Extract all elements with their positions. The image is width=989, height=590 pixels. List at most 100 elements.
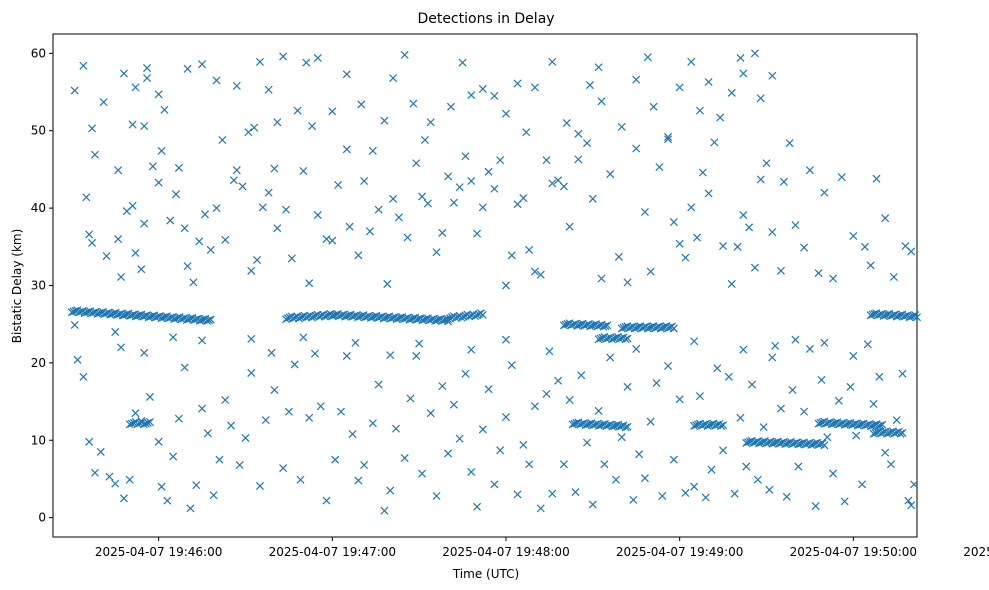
data-point bbox=[374, 380, 383, 389]
data-point bbox=[719, 421, 728, 430]
data-point bbox=[232, 81, 241, 90]
data-point bbox=[467, 91, 476, 100]
y-tick-label: 20 bbox=[31, 356, 46, 370]
data-point bbox=[111, 479, 120, 488]
data-point bbox=[736, 413, 745, 422]
data-point bbox=[444, 315, 453, 324]
data-point bbox=[794, 462, 803, 471]
data-point bbox=[490, 184, 499, 193]
data-point bbox=[857, 480, 867, 489]
data-point bbox=[221, 396, 230, 405]
data-point bbox=[554, 376, 563, 385]
data-point bbox=[733, 242, 742, 251]
data-point bbox=[174, 163, 183, 172]
data-point bbox=[762, 159, 771, 168]
data-point bbox=[698, 168, 707, 177]
data-point bbox=[652, 378, 661, 388]
y-tick-label: 0 bbox=[38, 511, 46, 525]
data-point bbox=[719, 242, 728, 251]
data-point bbox=[530, 267, 539, 276]
data-point bbox=[525, 460, 534, 469]
data-point bbox=[904, 496, 913, 505]
data-point bbox=[692, 233, 702, 242]
data-point bbox=[461, 152, 470, 161]
data-point bbox=[710, 138, 719, 147]
data-point bbox=[143, 74, 152, 83]
data-point bbox=[669, 455, 678, 464]
data-point bbox=[342, 145, 351, 154]
data-point bbox=[183, 262, 192, 271]
data-point bbox=[675, 395, 684, 404]
data-point bbox=[270, 164, 279, 173]
data-point bbox=[611, 475, 620, 484]
data-point bbox=[588, 194, 597, 203]
data-point bbox=[128, 120, 137, 129]
data-point bbox=[90, 468, 99, 477]
data-point bbox=[221, 235, 230, 244]
y-tick-label: 60 bbox=[31, 46, 46, 60]
data-point bbox=[559, 182, 568, 191]
data-point bbox=[70, 86, 79, 95]
data-point bbox=[695, 392, 704, 401]
data-point bbox=[849, 351, 858, 360]
data-point bbox=[238, 182, 247, 191]
data-point bbox=[536, 270, 545, 279]
data-point bbox=[412, 159, 421, 168]
data-point bbox=[669, 324, 678, 333]
data-point bbox=[800, 407, 809, 416]
data-point bbox=[204, 316, 213, 325]
data-point bbox=[131, 248, 140, 258]
data-point bbox=[484, 167, 493, 176]
data-point bbox=[200, 210, 209, 219]
data-point bbox=[119, 494, 128, 503]
data-point bbox=[507, 251, 516, 260]
data-point bbox=[180, 224, 189, 233]
data-point bbox=[664, 135, 673, 144]
data-point bbox=[322, 235, 331, 244]
data-point bbox=[247, 368, 256, 377]
data-point bbox=[548, 179, 557, 188]
data-point bbox=[695, 106, 704, 115]
data-point bbox=[658, 491, 667, 501]
data-point bbox=[229, 176, 238, 185]
data-point bbox=[334, 180, 343, 189]
data-point bbox=[85, 437, 94, 446]
data-point bbox=[805, 166, 814, 175]
data-point bbox=[264, 188, 273, 197]
data-point bbox=[438, 382, 447, 391]
data-point bbox=[478, 203, 487, 212]
data-point bbox=[886, 460, 895, 469]
y-axis-label: Bistatic Delay (km) bbox=[10, 229, 24, 344]
data-point bbox=[649, 102, 658, 111]
data-point bbox=[501, 109, 511, 118]
data-point bbox=[331, 455, 340, 464]
data-point bbox=[458, 58, 467, 67]
data-point bbox=[788, 385, 797, 394]
data-point bbox=[305, 279, 314, 288]
data-point bbox=[351, 338, 360, 347]
data-point bbox=[444, 172, 453, 181]
data-point bbox=[226, 421, 236, 430]
data-point bbox=[690, 482, 699, 491]
data-point bbox=[345, 222, 354, 231]
data-point bbox=[687, 57, 696, 66]
data-point bbox=[507, 361, 516, 370]
data-point bbox=[235, 461, 244, 470]
data-point bbox=[360, 461, 369, 470]
data-point bbox=[675, 239, 684, 248]
data-point bbox=[212, 76, 221, 85]
data-point bbox=[143, 64, 152, 73]
data-point bbox=[189, 278, 198, 287]
data-point bbox=[655, 163, 664, 172]
data-point bbox=[255, 57, 264, 66]
data-point bbox=[716, 113, 725, 122]
data-point bbox=[279, 52, 288, 61]
data-point bbox=[742, 462, 751, 471]
y-tick-label: 10 bbox=[31, 433, 46, 447]
data-point bbox=[907, 247, 916, 256]
data-point bbox=[160, 105, 169, 114]
data-point bbox=[522, 128, 531, 137]
x-tick-label: 2025-04-07 19:46:00 bbox=[95, 545, 222, 559]
data-point bbox=[501, 335, 511, 344]
data-point bbox=[898, 369, 907, 378]
